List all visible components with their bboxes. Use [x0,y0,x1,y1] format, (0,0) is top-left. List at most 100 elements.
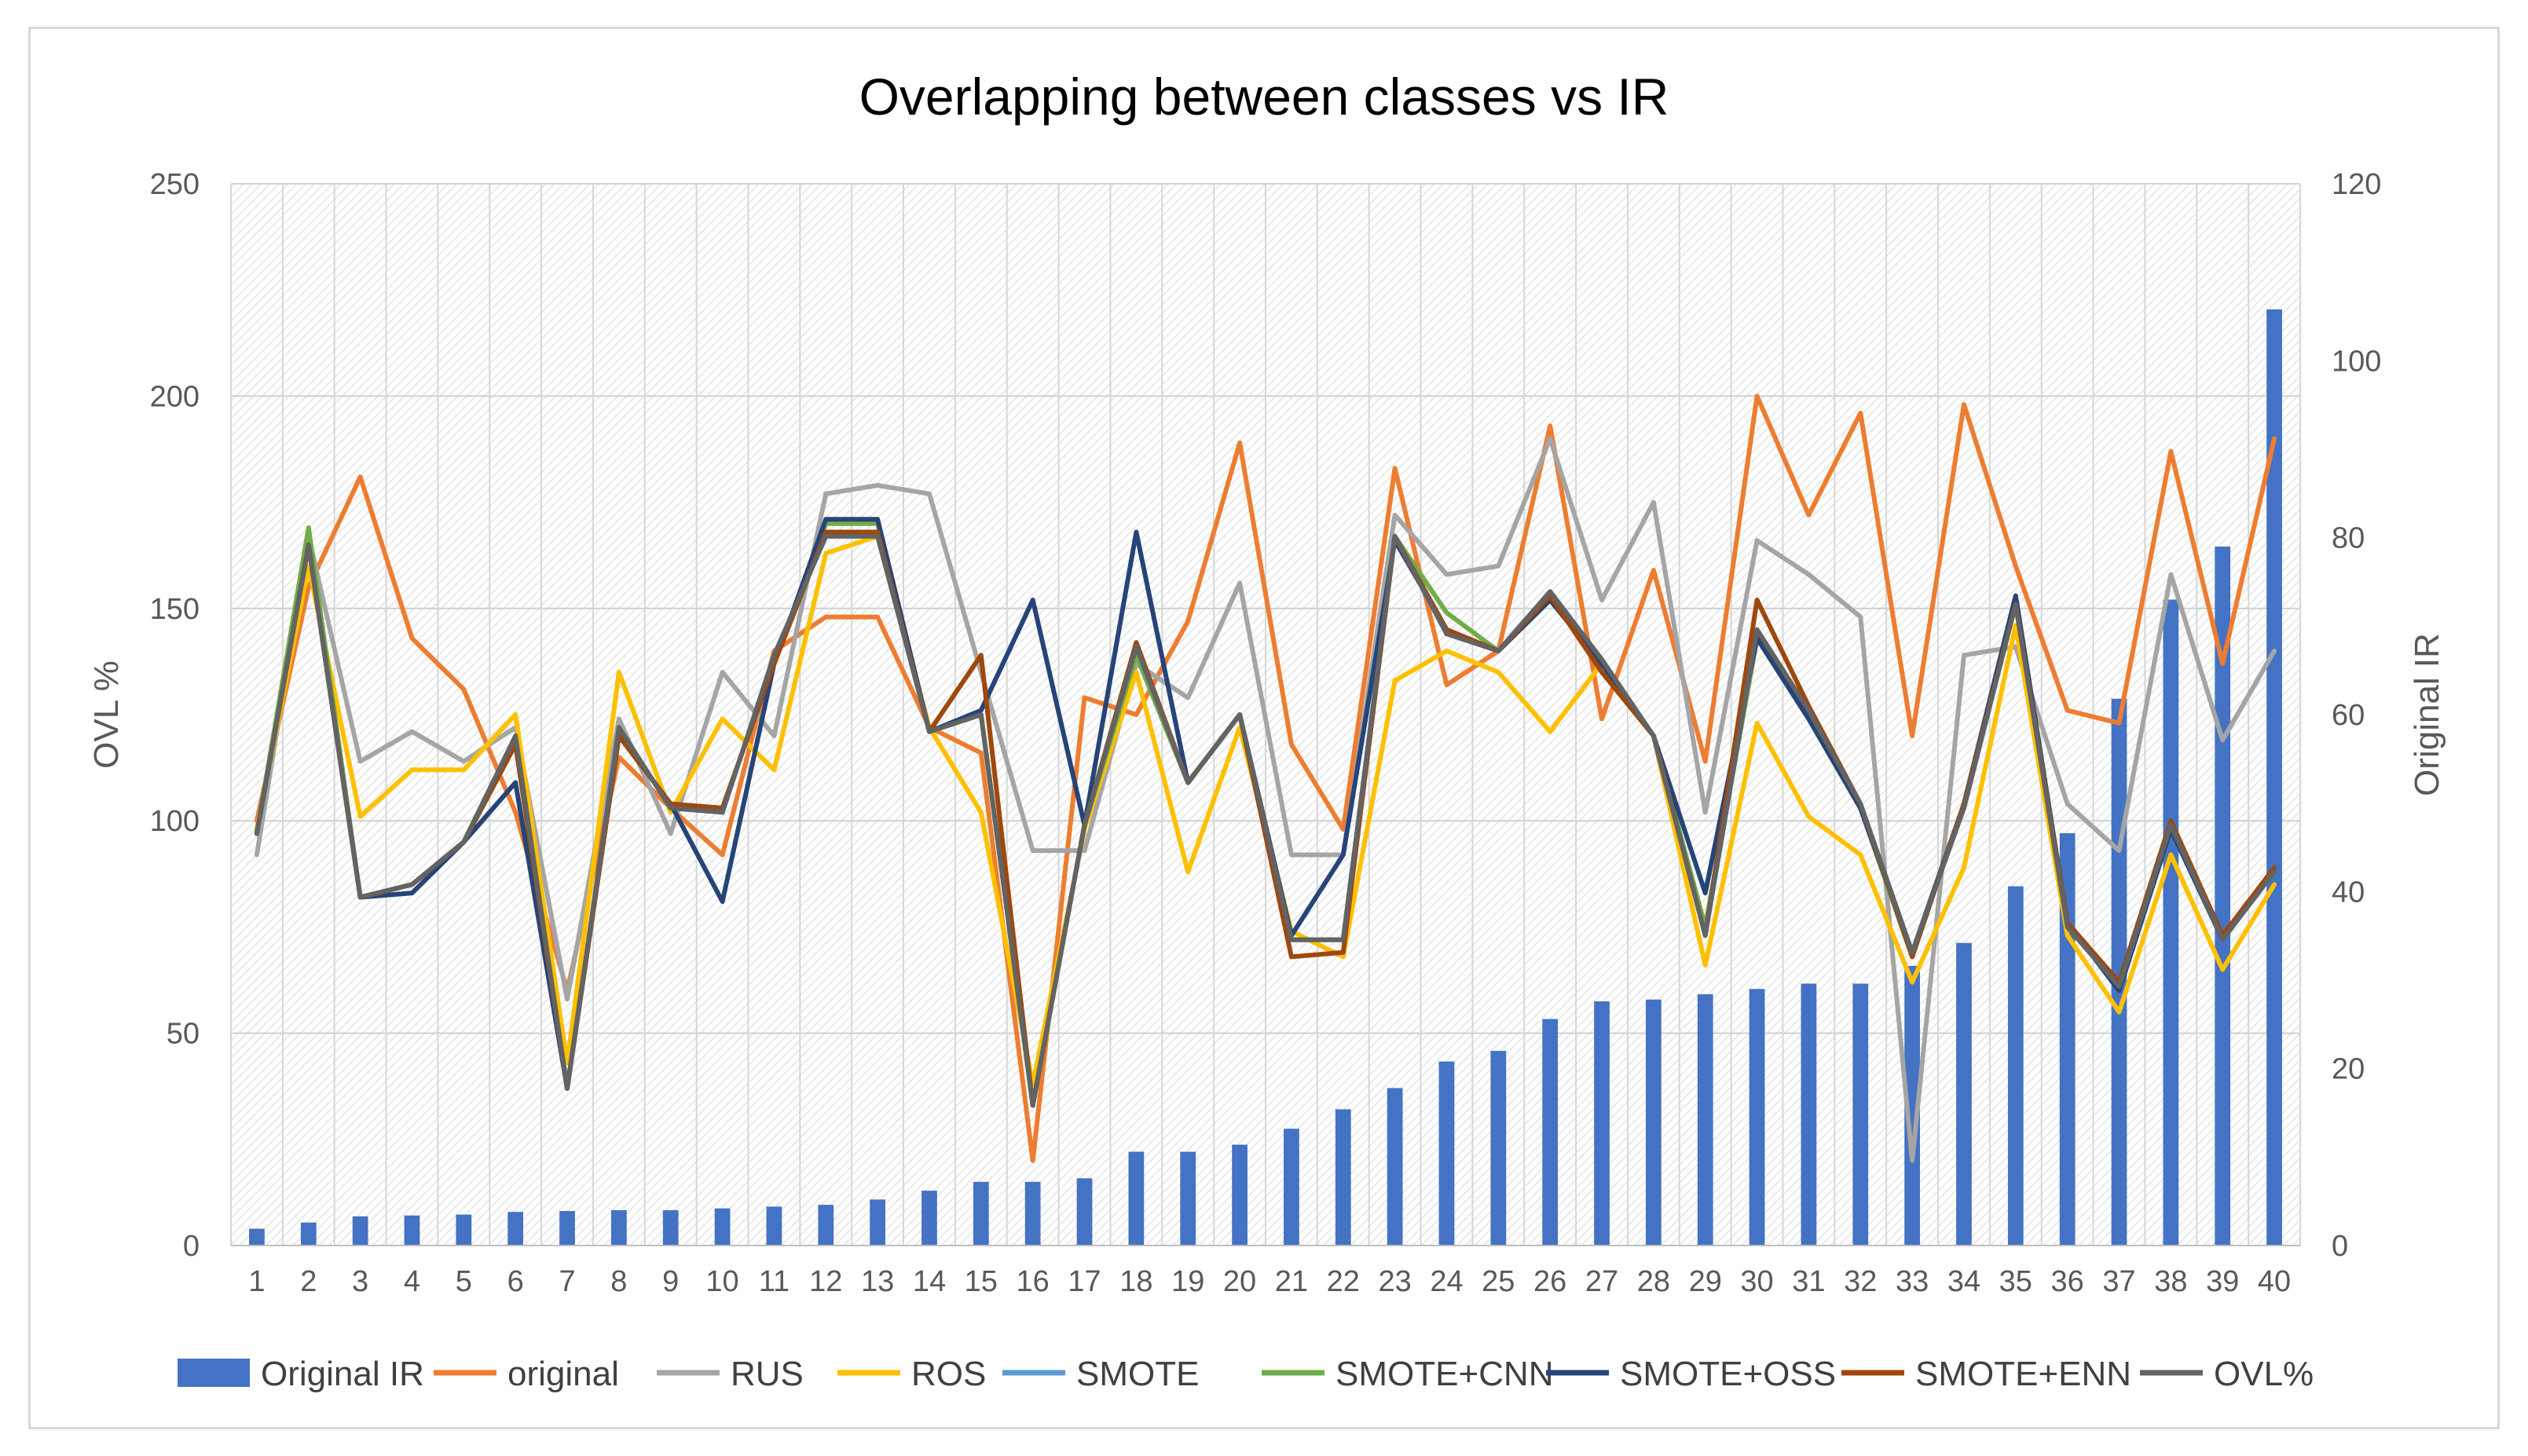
series-line-ovl [254,533,2277,1108]
x-tick-label: 31 [1792,1265,1825,1298]
bar-original-ir-25 [1490,1051,1507,1246]
bar-original-ir-26 [1542,1019,1559,1246]
bar-original-ir-24 [1438,1061,1455,1246]
y-tick-label: 200 [150,380,200,413]
x-tick-label: 17 [1068,1265,1101,1298]
x-tick-label: 9 [662,1265,679,1298]
y2-tick-label: 80 [2332,522,2365,555]
bar-original-ir-5 [456,1214,472,1246]
x-tick-label: 12 [809,1265,842,1298]
y2-tick-label: 0 [2332,1230,2348,1263]
x-tick-label: 23 [1378,1265,1411,1298]
legend-label-original: original [507,1355,619,1393]
legend-label-smote-enn: SMOTE+ENN [1915,1355,2131,1393]
bar-original-ir-7 [559,1211,575,1246]
bar-original-ir-3 [352,1216,368,1246]
bar-original-ir-10 [714,1208,731,1246]
x-tick-label: 2 [300,1265,317,1298]
x-tick-label: 15 [965,1265,998,1298]
bar-original-ir-13 [870,1199,886,1246]
y2-tick-label: 120 [2332,168,2381,201]
x-tick-label: 35 [1999,1265,2032,1298]
bar-original-ir-20 [1232,1144,1248,1246]
bar-original-ir-35 [2007,886,2024,1246]
y2-tick-label: 20 [2332,1053,2365,1086]
y-tick-label: 150 [150,593,200,626]
x-tick-label: 8 [610,1265,627,1298]
x-tick-label: 36 [2051,1265,2084,1298]
bar-original-ir-1 [249,1228,265,1246]
x-tick-label: 5 [456,1265,472,1298]
x-tick-label: 29 [1689,1265,1722,1298]
y-tick-label: 50 [167,1018,200,1051]
bar-original-ir-32 [1852,983,1869,1246]
y-tick-label: 250 [150,168,200,201]
y2-tick-label: 60 [2332,699,2365,732]
x-tick-label: 4 [404,1265,420,1298]
bar-original-ir-4 [404,1215,420,1246]
legend-label-rus: RUS [731,1355,804,1393]
bar-original-ir-19 [1180,1151,1196,1246]
x-tick-label: 34 [1947,1265,1980,1298]
legend-label-smote-oss: SMOTE+OSS [1620,1355,1836,1393]
x-tick-label: 33 [1896,1265,1929,1298]
y2-tick-label: 100 [2332,345,2381,378]
bar-original-ir-15 [973,1181,989,1246]
bar-original-ir-40 [2266,309,2282,1246]
y-tick-label: 100 [150,805,200,838]
x-tick-label: 3 [352,1265,368,1298]
bar-original-ir-29 [1697,994,1713,1246]
bar-original-ir-12 [818,1205,834,1246]
bar-original-ir-21 [1284,1129,1299,1246]
y-axis-title: OVL % [87,660,126,769]
bar-original-ir-6 [507,1212,524,1246]
x-tick-label: 24 [1430,1265,1463,1298]
bar-original-ir-9 [662,1209,679,1246]
bar-original-ir-16 [1024,1181,1041,1246]
x-tick-label: 28 [1637,1265,1670,1298]
legend-label-smote-cnn: SMOTE+CNN [1335,1355,1553,1393]
bar-original-ir-17 [1076,1178,1093,1246]
bar-original-ir-18 [1128,1151,1145,1246]
y2-axis-title: Original IR [2408,633,2446,796]
legend-label-original-ir: Original IR [261,1355,424,1393]
x-tick-label: 21 [1275,1265,1308,1298]
legend-swatch-original-ir [178,1359,250,1387]
x-tick-label: 1 [248,1265,265,1298]
legend-label-ros: ROS [911,1355,986,1393]
y2-tick-label: 40 [2332,876,2365,909]
y-tick-label: 0 [183,1230,200,1263]
legend-label-smote: SMOTE [1076,1355,1199,1393]
x-tick-label: 13 [861,1265,894,1298]
bar-original-ir-2 [300,1222,317,1246]
bar-original-ir-31 [1801,983,1817,1246]
x-tick-label: 25 [1482,1265,1515,1298]
bar-original-ir-23 [1387,1088,1403,1246]
x-tick-label: 27 [1585,1265,1618,1298]
bar-original-ir-30 [1749,989,1765,1246]
bar-original-ir-33 [1904,965,1921,1246]
x-tick-label: 38 [2154,1265,2187,1298]
bar-original-ir-38 [2163,599,2179,1246]
bar-original-ir-14 [921,1191,937,1246]
x-tick-label: 20 [1223,1265,1256,1298]
x-tick-label: 40 [2258,1265,2291,1298]
x-tick-label: 10 [705,1265,738,1298]
x-tick-label: 14 [913,1265,946,1298]
x-tick-label: 32 [1844,1265,1877,1298]
bar-original-ir-11 [766,1206,782,1246]
x-tick-label: 37 [2102,1265,2135,1298]
bar-original-ir-8 [610,1209,627,1246]
x-tick-label: 6 [507,1265,524,1298]
x-tick-label: 30 [1740,1265,1773,1298]
bar-original-ir-27 [1594,1001,1610,1246]
x-tick-label: 7 [559,1265,575,1298]
x-tick-label: 11 [759,1265,790,1298]
bar-original-ir-34 [1956,942,1972,1246]
bar-original-ir-28 [1645,999,1662,1246]
x-tick-label: 26 [1533,1265,1566,1298]
x-tick-label: 18 [1119,1265,1152,1298]
legend-label-ovl: OVL% [2214,1355,2314,1393]
bar-original-ir-22 [1335,1109,1351,1246]
